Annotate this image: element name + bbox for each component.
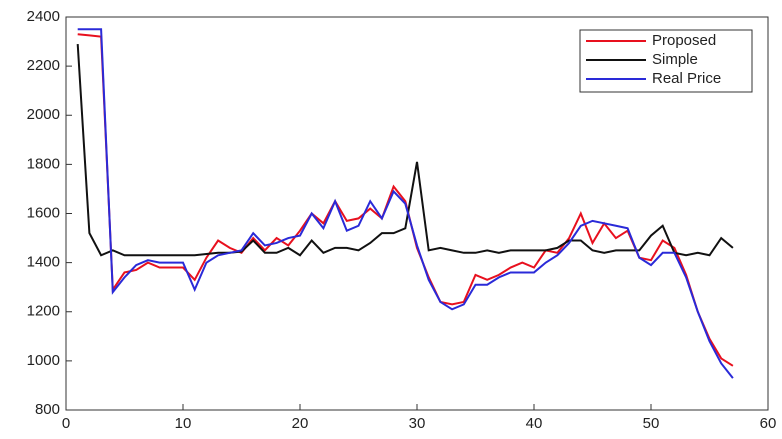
y-tick-label: 1600 xyxy=(27,204,60,221)
series-line xyxy=(77,28,734,379)
legend-label: Real Price xyxy=(652,70,721,87)
y-tick-label: 800 xyxy=(35,401,60,418)
legend-label: Simple xyxy=(652,51,698,68)
y-tick-label: 1400 xyxy=(27,254,60,271)
x-tick-label: 0 xyxy=(62,415,70,432)
legend-label: Proposed xyxy=(652,32,716,49)
y-tick-label: 1200 xyxy=(27,303,60,320)
x-tick-label: 50 xyxy=(643,415,660,432)
x-tick-label: 20 xyxy=(292,415,309,432)
series-line xyxy=(76,43,734,257)
y-tick-label: 1000 xyxy=(27,352,60,369)
y-tick-label: 1800 xyxy=(27,155,60,172)
y-tick-label: 2000 xyxy=(27,106,60,123)
x-tick-label: 10 xyxy=(175,415,192,432)
x-tick-label: 60 xyxy=(760,415,777,432)
y-tick-label: 2200 xyxy=(27,57,60,74)
y-tick-label: 2400 xyxy=(27,8,60,25)
x-tick-label: 40 xyxy=(526,415,543,432)
x-tick-label: 30 xyxy=(409,415,426,432)
